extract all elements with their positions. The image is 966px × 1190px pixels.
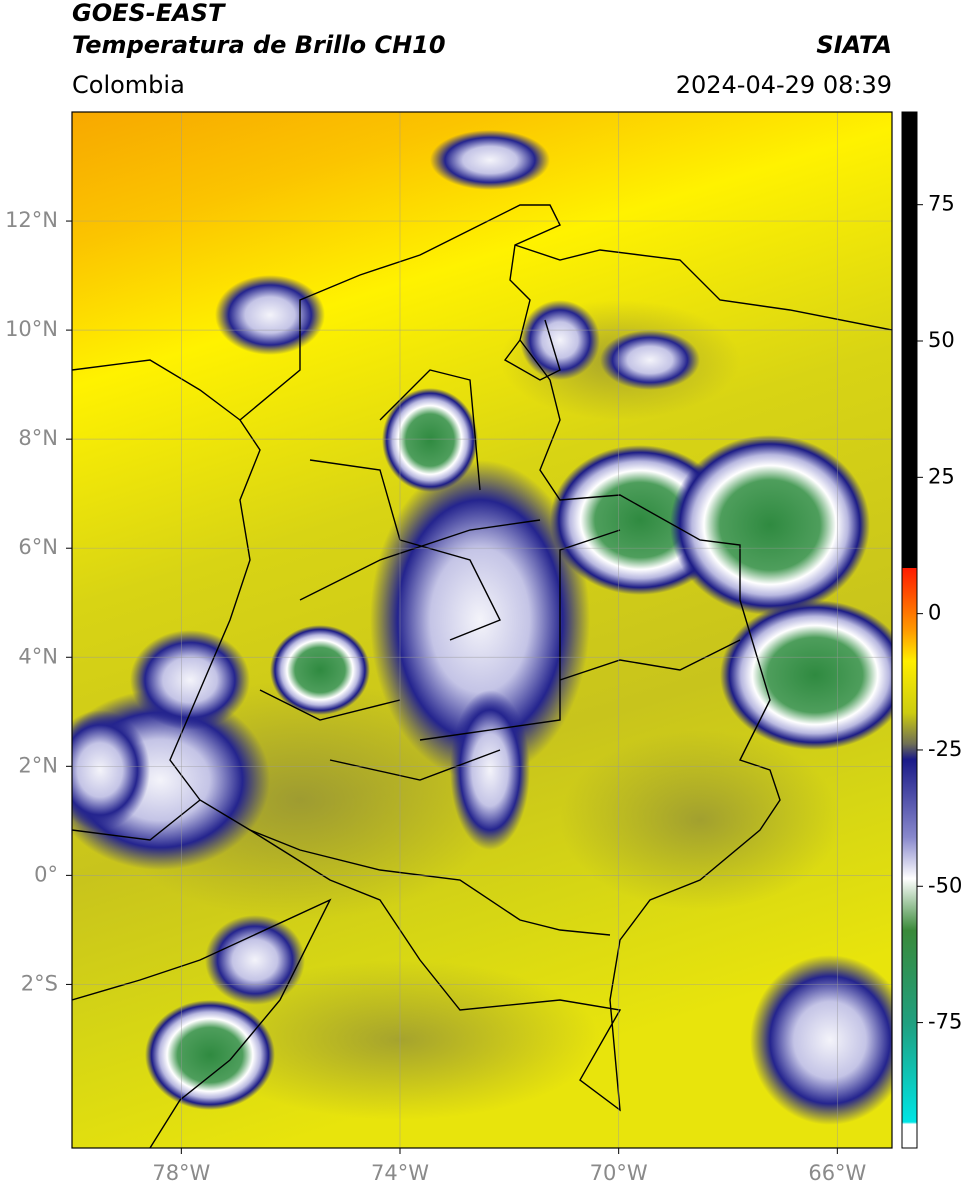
region: Colombia <box>72 71 185 99</box>
title: GOES-EAST <box>72 0 226 27</box>
source: SIATA <box>816 31 892 59</box>
x-tick-label: 74°W <box>371 1161 429 1185</box>
colorbar-tick-label: -25 <box>928 737 962 761</box>
colorbar-tick-label: -50 <box>928 873 962 897</box>
y-tick-label: 10°N <box>5 317 58 341</box>
subtitle: Temperatura de Brillo CH10 <box>72 31 446 59</box>
colorbar-tick-label: 75 <box>928 192 955 216</box>
y-tick-label: 6°N <box>18 535 58 559</box>
y-tick-label: 2°N <box>18 753 58 777</box>
map-frame <box>71 111 893 1149</box>
colorbar-tick-label: 25 <box>928 464 955 488</box>
colorbar-tick-label: -75 <box>928 1010 962 1034</box>
timestamp: 2024-04-29 08:39 <box>676 71 892 99</box>
grid <box>72 112 892 1148</box>
y-tick-label: 0° <box>34 862 58 886</box>
borders <box>72 204 892 1148</box>
y-tick-label: 2°S <box>21 971 58 995</box>
y-tick-label: 8°N <box>18 426 58 450</box>
colorbar-tick-label: 0 <box>928 601 941 625</box>
colorbar-tick-label: 50 <box>928 328 955 352</box>
y-tick-label: 12°N <box>5 208 58 232</box>
y-tick-label: 4°N <box>18 644 58 668</box>
x-tick-label: 66°W <box>808 1161 866 1185</box>
x-tick-label: 70°W <box>590 1161 648 1185</box>
colorbar <box>901 111 918 1149</box>
satellite-image <box>72 112 892 1148</box>
x-tick-label: 78°W <box>152 1161 210 1185</box>
